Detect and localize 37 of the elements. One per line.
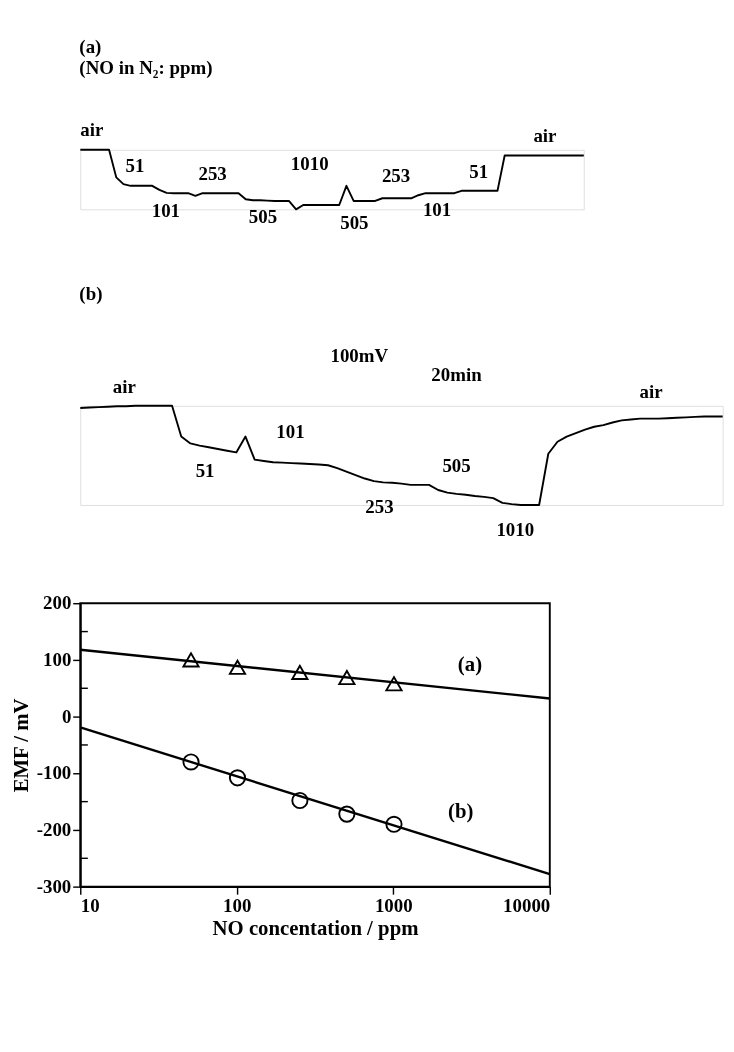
annotation: 51	[469, 161, 489, 183]
text: 505	[340, 211, 369, 233]
annotation: 253	[198, 162, 227, 184]
annotation: (a)	[457, 651, 483, 676]
annotation: 253	[381, 165, 411, 187]
y-tick-label: -300	[36, 875, 72, 897]
annotation: 51	[125, 154, 145, 176]
annotation: (b)	[448, 798, 474, 823]
text: air	[112, 375, 136, 397]
annotation: 1010	[290, 152, 329, 174]
x-axis-title: NO concentation / ppm	[212, 916, 419, 941]
text: 100mV	[330, 344, 389, 366]
y-tick-label: -100	[36, 762, 72, 784]
text: 20min	[431, 363, 483, 385]
text: air	[533, 124, 557, 146]
text: 1010	[496, 519, 535, 541]
text: air	[639, 380, 663, 402]
y-tick-label: -200	[36, 819, 72, 841]
x-tick-label: 1000	[374, 894, 413, 916]
annotation: 253	[365, 495, 394, 517]
x-tick-label: 10000	[503, 894, 551, 916]
chart-subtitle: (NO in N₂: ppm)	[79, 57, 213, 80]
chart-title: (b)	[79, 283, 103, 306]
chart-title: (a)	[79, 35, 102, 58]
y-axis-title: EMF / mV	[9, 698, 33, 793]
x-tick-label: 100	[223, 894, 252, 916]
y-tick-label: 100	[43, 649, 72, 671]
y-tick-label: 0	[61, 705, 72, 727]
annotation: 51	[195, 459, 215, 481]
text: air	[80, 118, 104, 140]
x-tick-label: 10	[80, 894, 100, 916]
y-tick-label: 200	[43, 592, 72, 614]
annotation: 101	[276, 421, 305, 443]
annotation: 101	[151, 199, 181, 221]
annotation: 101	[422, 199, 452, 221]
annotation: 505	[442, 454, 471, 476]
annotation: 505	[248, 206, 278, 228]
